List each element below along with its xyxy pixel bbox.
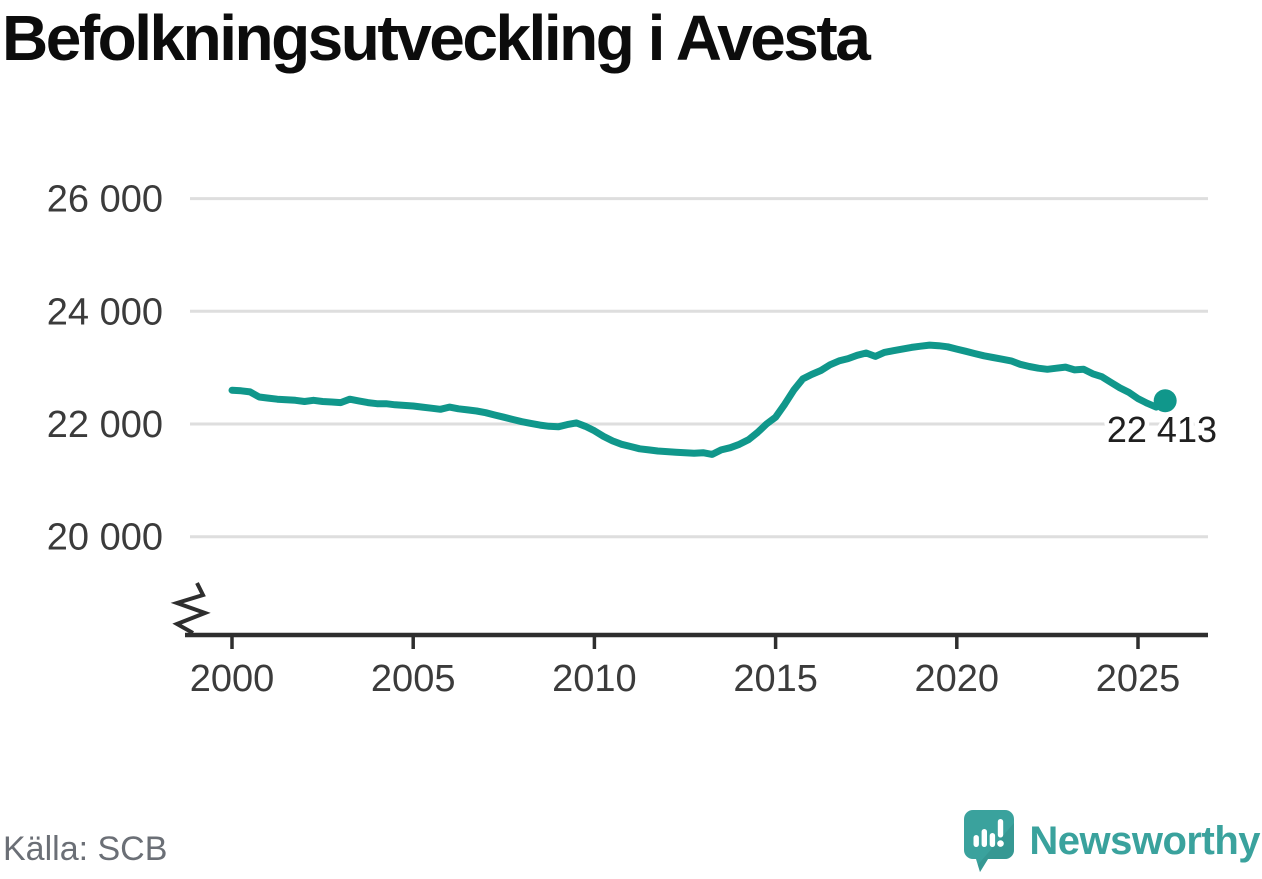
y-tick-label: 26 000	[47, 179, 163, 221]
y-axis-break-icon	[170, 582, 211, 635]
y-tick-label: 20 000	[47, 517, 163, 559]
logo-bar-medium	[990, 833, 996, 847]
logo-exclamation-stem	[998, 819, 1004, 838]
x-axis-tick-marks	[230, 635, 1140, 649]
newsworthy-logo: Newsworthy	[963, 809, 1260, 873]
logo-bubble-shade	[978, 823, 1015, 872]
source-label: Källa: SCB	[3, 830, 168, 868]
logo-bar-small	[973, 835, 980, 847]
y-tick-label: 22 000	[47, 404, 163, 446]
brand-name: Newsworthy	[1029, 818, 1260, 863]
logo-bar-tall	[981, 829, 988, 847]
x-tick-label: 2000	[190, 658, 275, 700]
gridlines	[190, 197, 1208, 539]
y-axis-labels: 26 000 24 000 22 000 20 000	[47, 179, 163, 559]
latest-value-label: 22 413	[1107, 409, 1217, 450]
population-series-line	[228, 341, 1169, 458]
y-tick-label: 24 000	[47, 291, 163, 333]
chart-title: Befolkningsutveckling i Avesta	[2, 2, 871, 74]
latest-value-dot	[1153, 389, 1177, 413]
x-tick-label: 2020	[915, 658, 1000, 700]
x-tick-label: 2025	[1096, 658, 1181, 700]
x-tick-label: 2015	[733, 658, 818, 700]
x-tick-label: 2010	[552, 658, 637, 700]
newsworthy-logo-icon	[964, 810, 1015, 872]
x-axis-labels: 2000 2005 2010 2015 2020 2025	[190, 658, 1181, 700]
logo-exclamation-dot	[997, 840, 1005, 847]
x-tick-label: 2005	[371, 658, 456, 700]
